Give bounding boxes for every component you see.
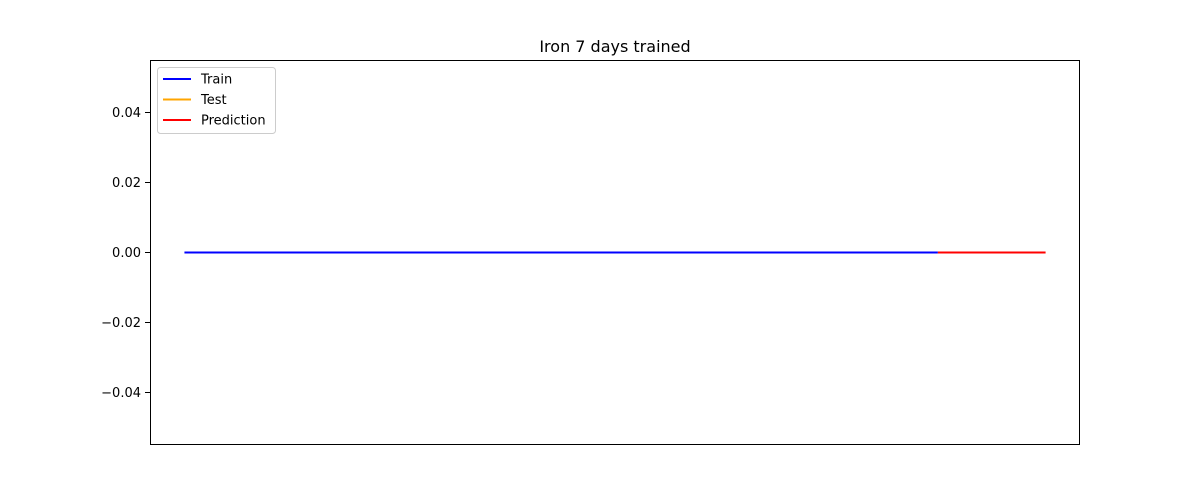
plot-frame xyxy=(150,60,1080,445)
y-tick-label: 0.02 xyxy=(112,176,141,191)
y-tick-label: −0.02 xyxy=(101,316,141,331)
y-axis: −0.04 −0.02 0.00 0.02 0.04 xyxy=(101,106,150,401)
legend-label-train: Train xyxy=(200,73,232,88)
y-tick-label: 0.00 xyxy=(112,246,141,261)
y-tick-label: −0.04 xyxy=(101,386,141,401)
legend-box xyxy=(157,67,276,134)
chart-title: Iron 7 days trained xyxy=(539,37,690,56)
legend-label-prediction: Prediction xyxy=(201,114,266,129)
legend-label-test: Test xyxy=(200,93,227,108)
legend[interactable]: Train Test Prediction xyxy=(157,67,276,134)
y-tick-label: 0.04 xyxy=(112,106,141,121)
